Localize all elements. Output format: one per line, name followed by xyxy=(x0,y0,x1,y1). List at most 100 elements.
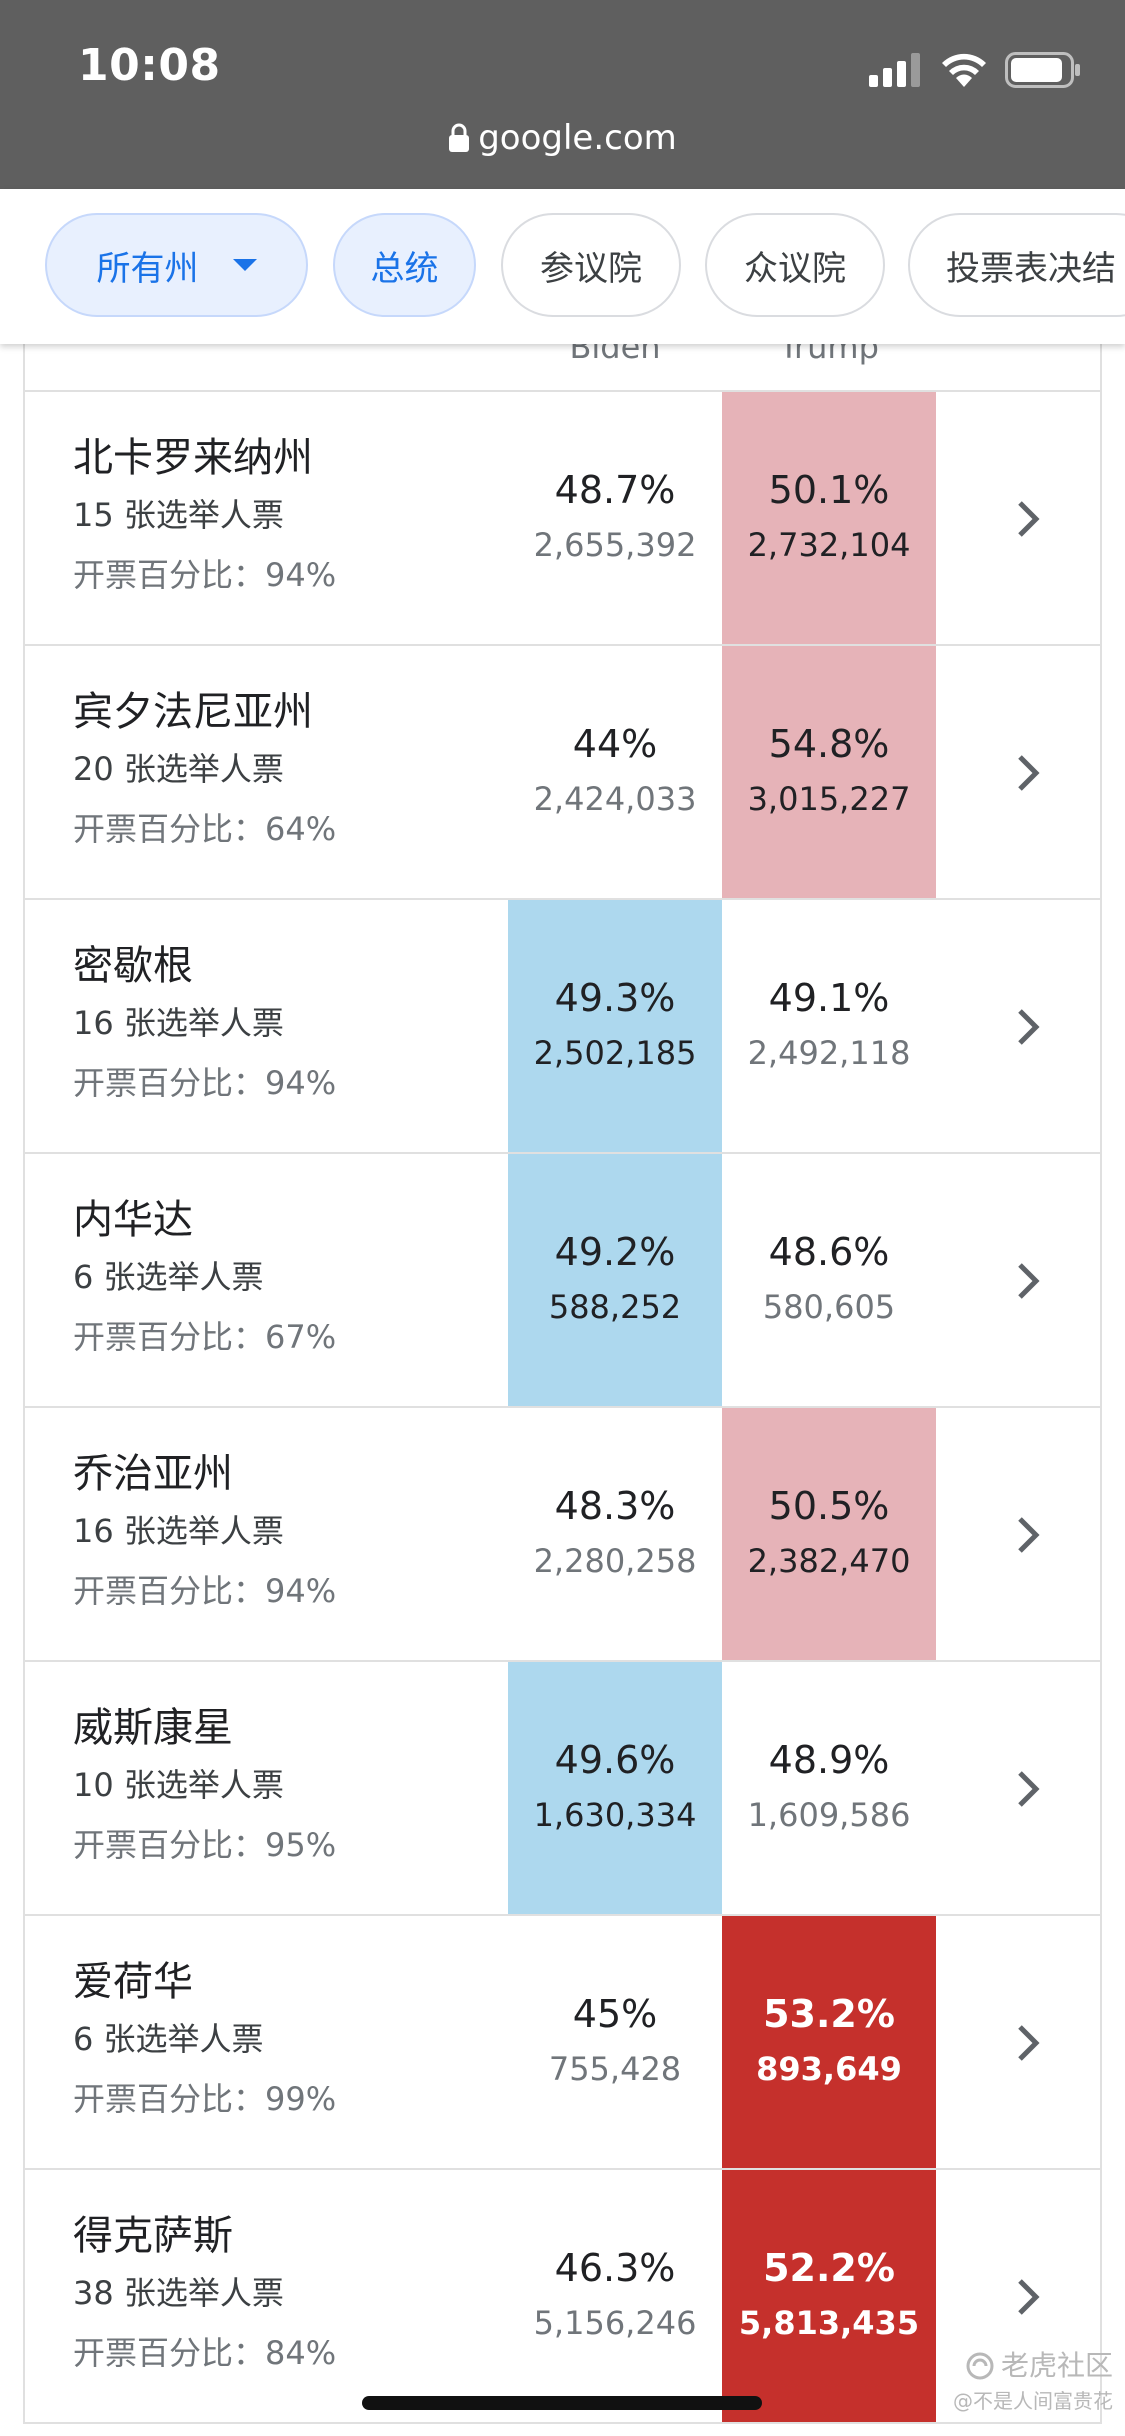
trump-result-cell: 48.9% 1,609,586 xyxy=(722,1662,936,1914)
trump-result-cell: 50.1% 2,732,104 xyxy=(722,392,936,644)
state-name: 爱荷华 xyxy=(73,1959,193,2005)
biden-percent: 48.7% xyxy=(554,468,676,512)
reported-percentage: 开票百分比：94% xyxy=(73,556,337,594)
electoral-votes: 20 张选举人票 xyxy=(73,750,284,788)
chevron-right-icon[interactable] xyxy=(1008,1259,1048,1303)
table-row[interactable]: 威斯康星 10 张选举人票 开票百分比：95% 49.6% 1,630,334 … xyxy=(25,1662,1100,1916)
chip-president[interactable]: 总统 xyxy=(333,213,476,317)
home-indicator[interactable] xyxy=(362,2396,762,2410)
chip-label: 众议院 xyxy=(744,248,846,289)
chip-label: 所有州 xyxy=(96,248,199,289)
wifi-icon xyxy=(942,53,986,87)
trump-percent: 50.1% xyxy=(768,468,890,512)
status-and-url-bar: 10:08 google.com xyxy=(0,0,1125,189)
reported-percentage: 开票百分比：94% xyxy=(73,1064,337,1102)
chevron-right-icon[interactable] xyxy=(1008,1513,1048,1557)
status-icons xyxy=(869,48,1081,92)
chevron-right-icon[interactable] xyxy=(1008,1005,1048,1049)
watermark-text: 老虎社区 xyxy=(1000,2349,1113,2382)
state-info: 威斯康星 10 张选举人票 开票百分比：95% xyxy=(73,1700,336,1876)
state-info: 内华达 6 张选举人票 开票百分比：67% xyxy=(73,1192,336,1368)
trump-votes: 1,609,586 xyxy=(747,1796,911,1834)
chip-label: 总统 xyxy=(370,248,439,289)
state-info: 北卡罗来纳州 15 张选举人票 开票百分比：94% xyxy=(73,430,336,606)
state-name: 密歇根 xyxy=(73,943,193,989)
trump-percent: 50.5% xyxy=(768,1484,890,1528)
biden-result-cell: 49.6% 1,630,334 xyxy=(508,1662,722,1914)
trump-percent: 54.8% xyxy=(768,722,890,766)
chevron-right-icon[interactable] xyxy=(1008,2275,1048,2319)
state-info: 乔治亚州 16 张选举人票 开票百分比：94% xyxy=(73,1446,336,1622)
electoral-votes: 15 张选举人票 xyxy=(73,496,284,534)
trump-votes: 893,649 xyxy=(756,2050,902,2088)
trump-result-cell: 50.5% 2,382,470 xyxy=(722,1408,936,1660)
chevron-right-icon[interactable] xyxy=(1008,1767,1048,1811)
chip-label: 投票表决结 xyxy=(946,248,1116,289)
table-row[interactable]: 乔治亚州 16 张选举人票 开票百分比：94% 48.3% 2,280,258 … xyxy=(25,1408,1100,1662)
table-row[interactable]: 爱荷华 6 张选举人票 开票百分比：99% 45% 755,428 53.2% … xyxy=(25,1916,1100,2170)
biden-percent: 49.6% xyxy=(554,1738,676,1782)
chip-ballot-measures[interactable]: 投票表决结 xyxy=(908,213,1125,317)
filter-chip-bar: 所有州 总统 参议院 众议院 投票表决结 xyxy=(0,189,1125,344)
table-header: Biden Trump xyxy=(25,300,1100,392)
state-name: 威斯康星 xyxy=(73,1705,233,1751)
biden-votes: 1,630,334 xyxy=(533,1796,697,1834)
table-row[interactable]: 宾夕法尼亚州 20 张选举人票 开票百分比：64% 44% 2,424,033 … xyxy=(25,646,1100,900)
state-name: 北卡罗来纳州 xyxy=(73,435,313,481)
chevron-right-icon[interactable] xyxy=(1008,2021,1048,2065)
biden-result-cell: 46.3% 5,156,246 xyxy=(508,2170,722,2422)
biden-result-cell: 44% 2,424,033 xyxy=(508,646,722,898)
state-name: 得克萨斯 xyxy=(73,2213,233,2259)
trump-votes: 2,732,104 xyxy=(747,526,911,564)
biden-result-cell: 48.7% 2,655,392 xyxy=(508,392,722,644)
reported-percentage: 开票百分比：64% xyxy=(73,810,337,848)
table-row[interactable]: 内华达 6 张选举人票 开票百分比：67% 49.2% 588,252 48.6… xyxy=(25,1154,1100,1408)
biden-votes: 2,280,258 xyxy=(533,1542,697,1580)
chip-senate[interactable]: 参议院 xyxy=(501,213,681,317)
chip-label: 参议院 xyxy=(540,248,642,289)
chevron-right-icon[interactable] xyxy=(1008,497,1048,541)
table-row[interactable]: 密歇根 16 张选举人票 开票百分比：94% 49.3% 2,502,185 4… xyxy=(25,900,1100,1154)
biden-votes: 5,156,246 xyxy=(533,2304,697,2342)
trump-votes: 2,382,470 xyxy=(747,1542,911,1580)
reported-percentage: 开票百分比：94% xyxy=(73,1572,337,1610)
state-info: 爱荷华 6 张选举人票 开票百分比：99% xyxy=(73,1954,336,2130)
trump-result-cell: 52.2% 5,813,435 xyxy=(722,2170,936,2422)
biden-percent: 44% xyxy=(572,722,658,766)
table-row[interactable]: 得克萨斯 38 张选举人票 开票百分比：84% 46.3% 5,156,246 … xyxy=(25,2170,1100,2424)
state-name: 内华达 xyxy=(73,1197,193,1243)
biden-percent: 45% xyxy=(572,1992,658,2036)
reported-percentage: 开票百分比：84% xyxy=(73,2334,337,2372)
address-bar[interactable]: google.com xyxy=(0,118,1125,158)
electoral-votes: 6 张选举人票 xyxy=(73,1258,264,1296)
chip-all-states[interactable]: 所有州 xyxy=(45,213,308,317)
trump-percent: 48.9% xyxy=(768,1738,890,1782)
electoral-votes: 10 张选举人票 xyxy=(73,1766,284,1804)
watermark-author: @不是人间富贵花 xyxy=(953,2389,1113,2413)
watermark-logo-icon xyxy=(966,2352,994,2380)
chevron-right-icon[interactable] xyxy=(1008,751,1048,795)
trump-result-cell: 48.6% 580,605 xyxy=(722,1154,936,1406)
chip-house[interactable]: 众议院 xyxy=(705,213,885,317)
biden-result-cell: 49.3% 2,502,185 xyxy=(508,900,722,1152)
electoral-votes: 16 张选举人票 xyxy=(73,1512,284,1550)
trump-percent: 49.1% xyxy=(768,976,890,1020)
table-row[interactable]: 北卡罗来纳州 15 张选举人票 开票百分比：94% 48.7% 2,655,39… xyxy=(25,392,1100,646)
reported-percentage: 开票百分比：67% xyxy=(73,1318,337,1356)
state-info: 宾夕法尼亚州 20 张选举人票 开票百分比：64% xyxy=(73,684,336,860)
url-text: google.com xyxy=(478,118,677,158)
electoral-votes: 6 张选举人票 xyxy=(73,2020,264,2058)
biden-votes: 755,428 xyxy=(548,2050,682,2088)
biden-result-cell: 49.2% 588,252 xyxy=(508,1154,722,1406)
battery-icon xyxy=(1005,52,1080,88)
trump-votes: 3,015,227 xyxy=(747,780,911,818)
electoral-votes: 38 张选举人票 xyxy=(73,2274,284,2312)
state-info: 密歇根 16 张选举人票 开票百分比：94% xyxy=(73,938,336,1114)
cellular-signal-icon xyxy=(869,53,920,87)
biden-votes: 2,655,392 xyxy=(533,526,697,564)
reported-percentage: 开票百分比：99% xyxy=(73,2080,337,2118)
trump-result-cell: 54.8% 3,015,227 xyxy=(722,646,936,898)
biden-percent: 49.3% xyxy=(554,976,676,1020)
biden-percent: 46.3% xyxy=(554,2246,676,2290)
biden-votes: 2,424,033 xyxy=(533,780,697,818)
